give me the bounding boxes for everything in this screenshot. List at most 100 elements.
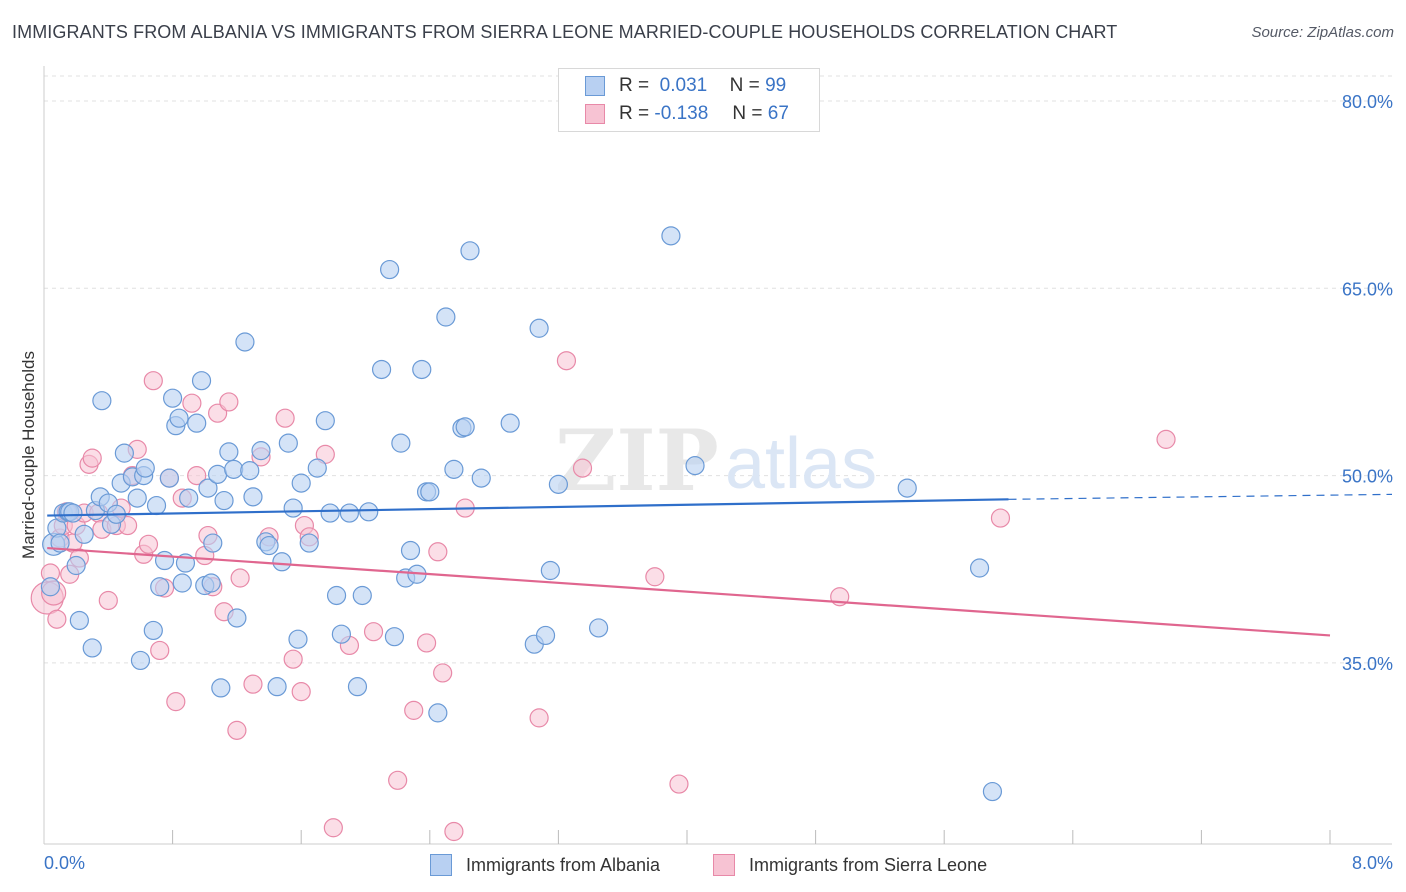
albania-point — [380, 259, 400, 280]
bottom-legend-albania[interactable]: Immigrants from Albania — [430, 852, 660, 878]
sierra-leone-point — [416, 633, 437, 653]
albania-point — [251, 441, 271, 461]
r-label: R = — [619, 103, 650, 124]
chart-title: IMMIGRANTS FROM ALBANIA VS IMMIGRANTS FR… — [12, 22, 1118, 42]
sierra-leone-point — [219, 392, 239, 412]
sierra-leone-point — [556, 351, 577, 371]
albania-point — [540, 560, 560, 581]
albania-point — [235, 332, 255, 352]
albania-legend-label: Immigrants from Albania — [466, 854, 661, 875]
sierra-leone-point — [230, 568, 250, 588]
albania-point — [259, 535, 279, 556]
sierra-leone-point — [428, 542, 448, 562]
legend-row-sierra-leone: R = -0.138 N = 67 — [585, 101, 789, 127]
albania-point — [331, 624, 351, 644]
albania-point — [420, 482, 440, 502]
sierra-leone-point — [166, 692, 186, 712]
axes — [43, 66, 1392, 845]
albania-point — [201, 573, 221, 593]
albania-point — [588, 618, 609, 638]
sierra-leone-point — [404, 700, 424, 720]
n-label: N = — [729, 75, 760, 96]
albania-legend-swatch — [430, 854, 452, 876]
sierra-leone-point — [433, 663, 453, 683]
watermark-atlas: atlas — [725, 424, 877, 504]
albania-point — [179, 488, 199, 508]
albania-point — [326, 585, 347, 606]
albania-point — [172, 573, 192, 593]
albania-point — [897, 478, 917, 498]
sierra-leone-r-value: -0.138 — [654, 103, 709, 124]
sierra-leone-point — [291, 682, 311, 702]
albania-point — [214, 490, 234, 511]
albania-point — [191, 371, 212, 391]
albania-point — [114, 443, 134, 463]
albania-point — [211, 678, 231, 698]
albania-point — [436, 307, 456, 327]
albania-point — [371, 359, 392, 380]
albania-point — [92, 391, 112, 411]
albania-point — [224, 459, 244, 479]
albania-point — [63, 503, 83, 523]
sierra-leone-point — [444, 821, 464, 842]
albania-point — [66, 555, 86, 576]
correlation-legend: R = 0.031 N = 99 R = -0.138 N = 67 — [558, 68, 820, 132]
sierra-leone-n-value: 67 — [767, 103, 789, 124]
albania-n-value: 99 — [765, 75, 787, 96]
y-tick-label-80: 80.0% — [1342, 92, 1393, 112]
albania-point — [74, 524, 94, 544]
albania-point — [320, 503, 340, 523]
sierra-leone-point — [1156, 429, 1176, 449]
albania-point — [283, 498, 303, 518]
sierra-leone-point — [388, 770, 408, 790]
albania-point — [203, 533, 223, 553]
sierra-leone-swatch — [585, 104, 605, 124]
sierra-leone-point — [143, 371, 163, 391]
sierra-leone-point — [227, 720, 247, 740]
sierra-leone-point — [990, 508, 1011, 528]
sierra-leone-point — [150, 640, 170, 661]
sierra-leone-point — [275, 408, 295, 428]
albania-point — [159, 468, 179, 488]
albania-point — [227, 608, 247, 628]
albania-point — [982, 781, 1003, 802]
sierra-leone-legend-swatch — [713, 854, 735, 876]
sierra-leone-point — [138, 534, 159, 554]
sierra-leone-point — [187, 466, 207, 486]
albania-point — [315, 411, 335, 431]
bottom-legend-sierra-leone[interactable]: Immigrants from Sierra Leone — [713, 852, 987, 878]
sierra-leone-trend-line — [47, 546, 1331, 637]
albania-swatch — [585, 76, 605, 96]
albania-point — [661, 226, 681, 246]
albania-point — [208, 464, 228, 484]
albania-point — [444, 459, 464, 479]
albania-point — [135, 458, 155, 478]
albania-point — [69, 610, 89, 631]
sierra-leone-legend-label: Immigrants from Sierra Leone — [749, 854, 988, 875]
albania-point — [154, 550, 175, 571]
albania-point — [127, 488, 147, 508]
sierra-leone-point — [669, 774, 689, 794]
albania-point — [384, 627, 405, 647]
sierra-leone-point — [82, 448, 102, 468]
albania-point — [299, 533, 319, 553]
albania-point — [391, 433, 411, 453]
albania-point — [969, 558, 990, 578]
albania-point — [460, 241, 480, 261]
albania-point — [500, 413, 520, 433]
albania-point — [471, 468, 491, 488]
albania-trend-extension — [1008, 493, 1393, 500]
albania-point — [198, 478, 218, 498]
sierra-leone-point — [47, 609, 67, 629]
sierra-leone-point — [529, 708, 549, 728]
albania-point — [240, 461, 260, 481]
legend-row-albania: R = 0.031 N = 99 — [585, 73, 786, 99]
n-label: N = — [732, 103, 763, 124]
albania-point — [169, 408, 189, 428]
r-label: R = — [619, 75, 650, 96]
albania-point — [150, 577, 170, 597]
sierra-leone-point — [182, 393, 202, 413]
albania-point — [347, 677, 368, 697]
albania-trend-line — [47, 498, 1009, 517]
